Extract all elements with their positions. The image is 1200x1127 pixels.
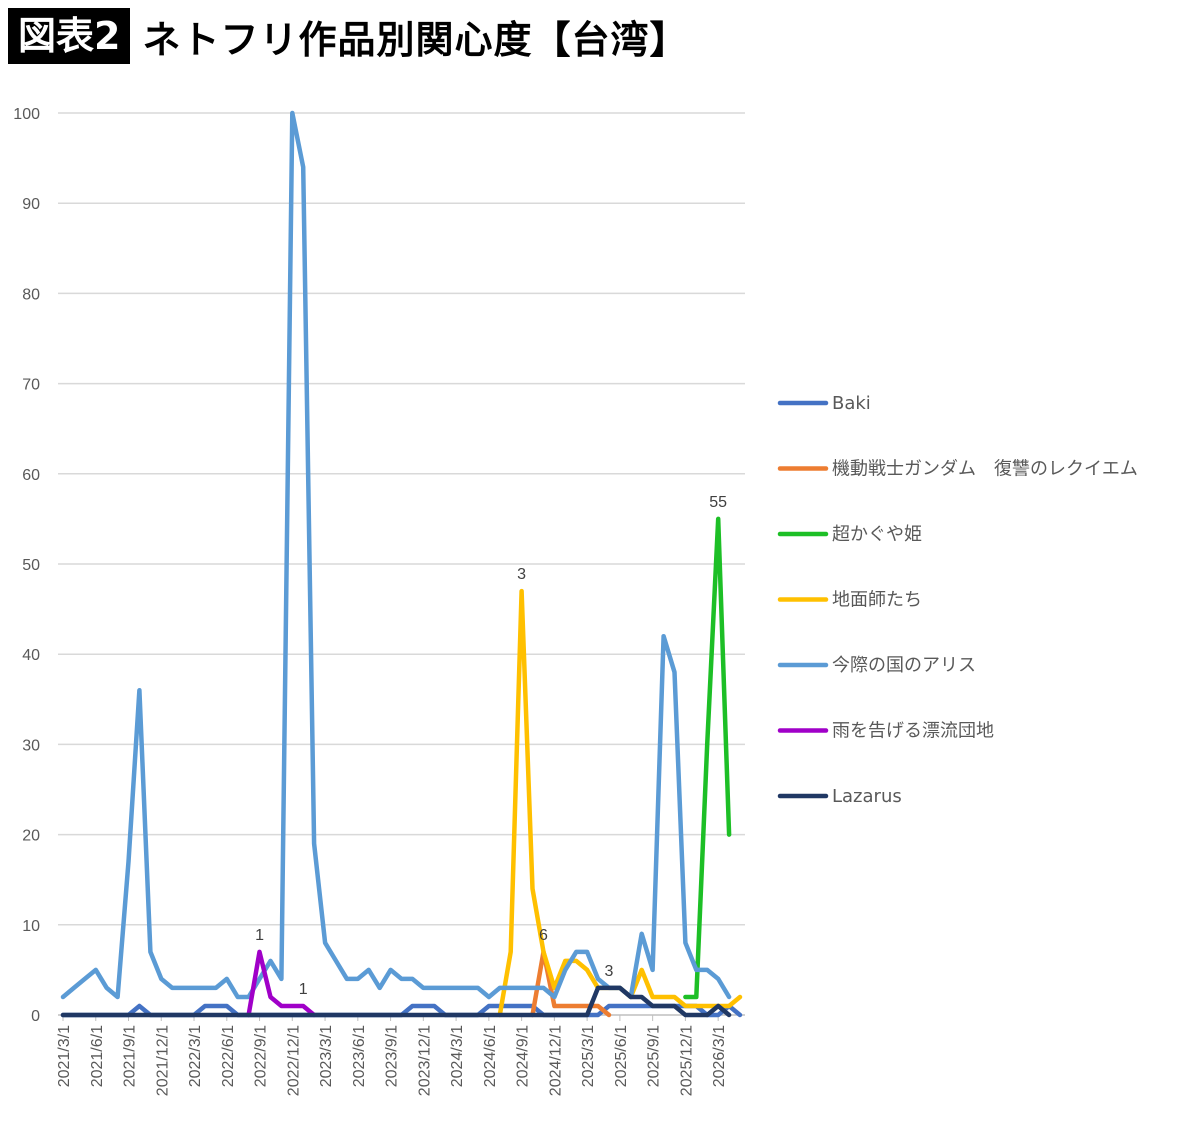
data-label: 6 [539,927,548,944]
y-tick-label: 70 [22,377,40,394]
figure-number-tag: 図表2 [8,8,131,64]
x-tick-label: 2021/6/1 [89,1025,106,1087]
x-tick-label: 2023/9/1 [384,1025,401,1087]
series-lines [60,110,743,1018]
x-tick-label: 2025/6/1 [613,1025,630,1087]
legend-entry: 今際の国のアリス [832,655,976,676]
x-tick-label: 2023/12/1 [416,1025,433,1096]
legend-entry: 機動戦士ガンダム 復讐のレクイエム [832,459,1138,480]
x-tick-label: 2025/9/1 [646,1025,663,1087]
legend-entry: Baki [832,393,871,414]
y-tick-label: 50 [22,557,40,574]
x-tick-label: 2024/3/1 [449,1025,466,1087]
gridlines [58,112,745,926]
x-tick-label: 2026/3/1 [711,1025,728,1087]
series-line-2 [683,516,732,1000]
data-label: 55 [709,494,727,511]
x-tick-label: 2024/6/1 [482,1025,499,1087]
series-line-4 [60,110,732,1000]
x-tick-label: 2024/9/1 [515,1025,532,1087]
y-tick-label: 0 [31,1008,40,1025]
y-axis-ticks: 0 10 20 30 40 50 60 70 80 90 100 [13,106,40,1025]
x-tick-label: 2024/12/1 [547,1025,564,1096]
x-tick-label: 2025/12/1 [678,1025,695,1096]
x-tick-label: 2022/9/1 [253,1025,270,1087]
x-tick-label: 2021/12/1 [154,1025,171,1096]
y-tick-label: 80 [22,286,40,303]
x-tick-label: 2025/3/1 [580,1025,597,1087]
data-label: 1 [255,927,264,944]
series-line-5 [246,949,317,1018]
chart-title: 図表2 ネトフリ作品別関心度【台湾】 [8,8,688,64]
legend-entry: 雨を告げる漂流団地 [832,721,994,742]
title-text: ネトフリ作品別関心度【台湾】 [142,17,689,62]
x-tick-label: 2021/3/1 [56,1025,73,1087]
data-label: 3 [517,566,526,583]
y-tick-label: 90 [22,196,40,213]
x-tick-label: 2022/3/1 [187,1025,204,1087]
x-tick-label: 2023/3/1 [318,1025,335,1087]
series-line-6 [60,985,732,1018]
data-label: 3 [605,963,614,980]
y-tick-label: 20 [22,828,40,845]
y-tick-label: 40 [22,647,40,664]
legend-entry: 地面師たち [832,590,922,611]
x-tick-label: 2021/9/1 [122,1025,139,1087]
y-tick-label: 10 [22,918,40,935]
x-tick-label: 2022/12/1 [285,1025,302,1096]
x-tick-label: 2023/6/1 [351,1025,368,1087]
y-tick-label: 30 [22,737,40,754]
legend: Baki 機動戦士ガンダム 復讐のレクイエム超かぐや姫地面師たち今際の国のアリス雨… [777,393,1138,807]
data-label: 1 [299,981,308,998]
x-tick-label: 2022/6/1 [220,1025,237,1087]
data-labels: 1 1 3 6 3 55 [255,494,727,998]
y-tick-label: 100 [13,106,40,123]
legend-entry: 超かぐや姫 [832,524,922,545]
x-axis: 2021/3/1 2021/6/1 2021/9/1 2021/12/1 2022/3/… [56,1014,745,1096]
legend-entry: Lazarus [832,786,902,807]
y-tick-label: 60 [22,467,40,484]
